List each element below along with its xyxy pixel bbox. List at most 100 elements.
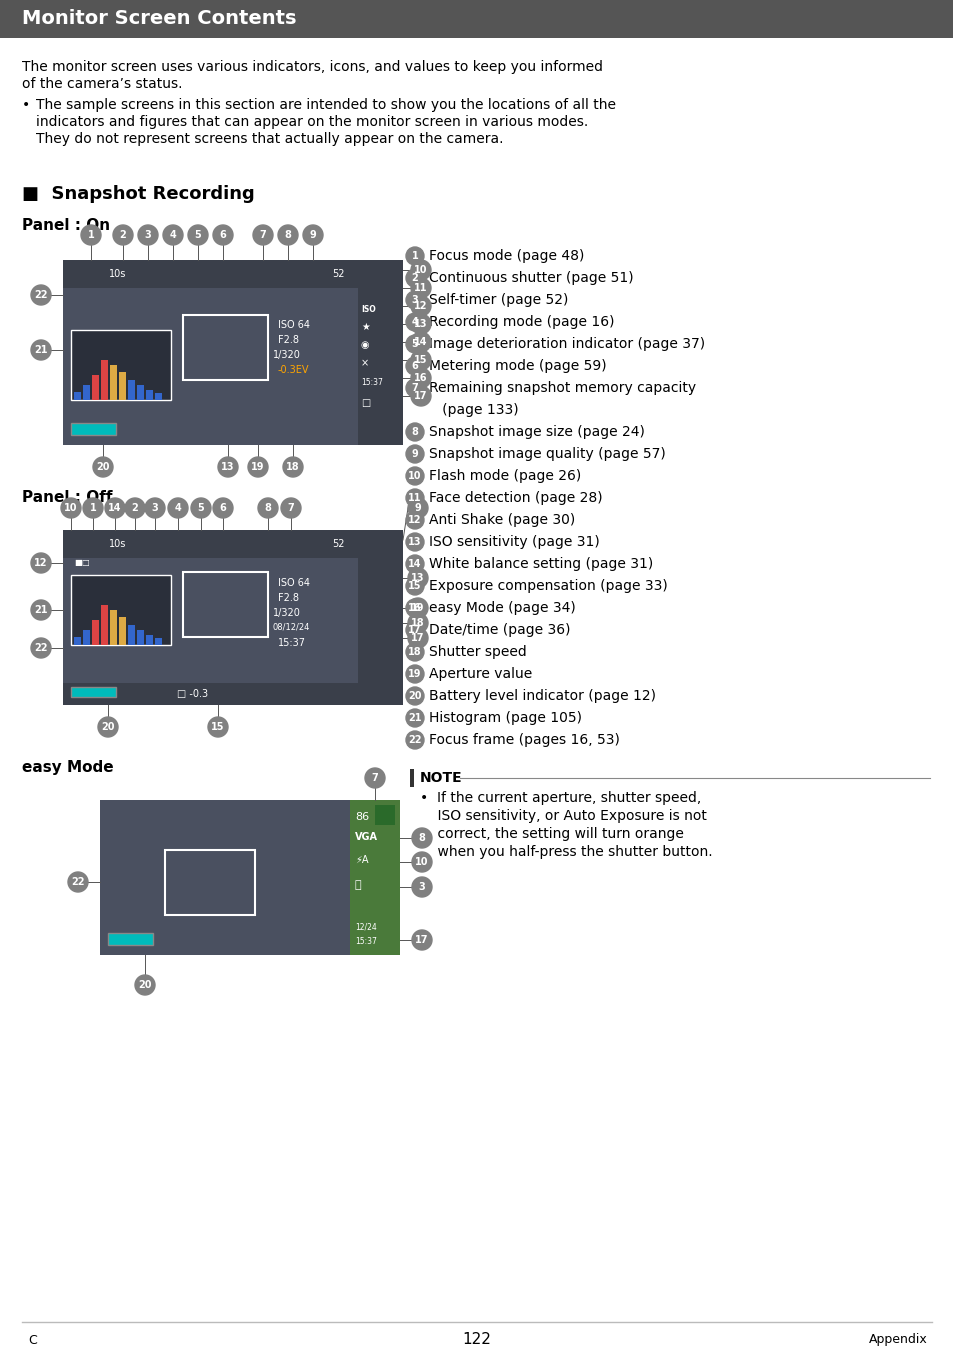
Text: Recording mode (page 16): Recording mode (page 16) [429,315,614,328]
FancyBboxPatch shape [108,934,152,944]
Circle shape [406,467,423,484]
Circle shape [135,974,154,995]
Circle shape [208,716,228,737]
FancyBboxPatch shape [119,617,126,645]
Text: 4: 4 [411,318,418,327]
Circle shape [411,385,431,406]
FancyBboxPatch shape [137,385,144,400]
FancyBboxPatch shape [91,375,99,400]
FancyBboxPatch shape [83,385,90,400]
Circle shape [411,313,431,334]
Text: 6: 6 [219,503,226,513]
Text: 1/320: 1/320 [273,350,300,360]
Text: 20: 20 [96,461,110,472]
Text: ISO: ISO [360,305,375,313]
Text: Aperture value: Aperture value [429,668,532,681]
Text: ■  Snapshot Recording: ■ Snapshot Recording [22,185,254,204]
Text: White balance setting (page 31): White balance setting (page 31) [429,556,653,571]
Text: 13: 13 [411,573,424,584]
Text: easy Mode (page 34): easy Mode (page 34) [429,601,576,615]
Circle shape [105,498,125,518]
Text: 19: 19 [408,669,421,678]
Text: 16: 16 [414,373,427,383]
FancyBboxPatch shape [101,360,108,400]
Circle shape [30,638,51,658]
Circle shape [408,628,428,649]
Text: ISO sensitivity (page 31): ISO sensitivity (page 31) [429,535,599,550]
FancyBboxPatch shape [63,261,402,288]
Text: □: □ [360,398,370,408]
Circle shape [408,569,428,588]
Text: 15: 15 [408,581,421,592]
Circle shape [406,622,423,639]
Circle shape [30,285,51,305]
Text: •  If the current aperture, shutter speed,: • If the current aperture, shutter speed… [419,791,700,805]
Text: 2: 2 [119,229,126,240]
FancyBboxPatch shape [91,620,99,645]
Circle shape [83,498,103,518]
Text: 14: 14 [108,503,122,513]
Text: 86: 86 [355,811,369,822]
Text: 11: 11 [408,493,421,503]
Text: Appendix: Appendix [868,1334,927,1346]
FancyBboxPatch shape [71,423,116,436]
Text: of the camera’s status.: of the camera’s status. [22,77,182,91]
Circle shape [406,379,423,398]
Circle shape [406,512,423,529]
Circle shape [406,290,423,309]
Text: Flash mode (page 26): Flash mode (page 26) [429,470,580,483]
Circle shape [145,498,165,518]
Text: VGA: VGA [355,832,377,841]
Text: 15:37: 15:37 [360,379,382,387]
FancyBboxPatch shape [71,330,171,400]
FancyBboxPatch shape [74,392,81,400]
Circle shape [406,598,423,617]
Text: 2: 2 [411,273,418,284]
Text: 8: 8 [418,833,425,843]
FancyBboxPatch shape [110,611,117,645]
Text: ◉: ◉ [360,341,369,350]
Text: Monitor Screen Contents: Monitor Screen Contents [22,9,296,28]
Text: 9: 9 [415,503,421,513]
Text: Shutter speed: Shutter speed [429,645,526,660]
Circle shape [406,708,423,727]
Circle shape [248,457,268,478]
Circle shape [406,357,423,375]
Text: The monitor screen uses various indicators, icons, and values to keep you inform: The monitor screen uses various indicato… [22,60,602,75]
Circle shape [406,423,423,441]
Circle shape [283,457,303,478]
FancyBboxPatch shape [63,531,402,558]
Text: 5: 5 [197,503,204,513]
FancyBboxPatch shape [154,638,162,645]
Circle shape [218,457,237,478]
Text: 20: 20 [408,691,421,702]
Circle shape [411,261,431,280]
Text: 18: 18 [411,617,424,628]
Text: 13: 13 [221,461,234,472]
Text: ISO 64: ISO 64 [277,578,310,588]
Circle shape [408,598,428,617]
Circle shape [411,332,431,351]
Circle shape [277,225,297,246]
Circle shape [30,341,51,360]
Circle shape [30,554,51,573]
Text: 1/320: 1/320 [273,608,300,617]
FancyBboxPatch shape [128,626,135,645]
FancyBboxPatch shape [375,805,395,825]
Text: Focus mode (page 48): Focus mode (page 48) [429,248,584,263]
Text: 12/24: 12/24 [355,923,376,932]
Circle shape [406,665,423,683]
Text: 7: 7 [411,383,418,394]
FancyBboxPatch shape [119,372,126,400]
Text: 19: 19 [251,461,265,472]
FancyBboxPatch shape [83,630,90,645]
Text: 12: 12 [414,301,427,311]
Circle shape [408,613,428,632]
Text: The sample screens in this section are intended to show you the locations of all: The sample screens in this section are i… [36,98,616,113]
Circle shape [406,335,423,353]
Text: C: C [28,1334,37,1346]
Text: Anti Shake (page 30): Anti Shake (page 30) [429,513,575,527]
Circle shape [257,498,277,518]
Text: 14: 14 [408,559,421,569]
Circle shape [168,498,188,518]
